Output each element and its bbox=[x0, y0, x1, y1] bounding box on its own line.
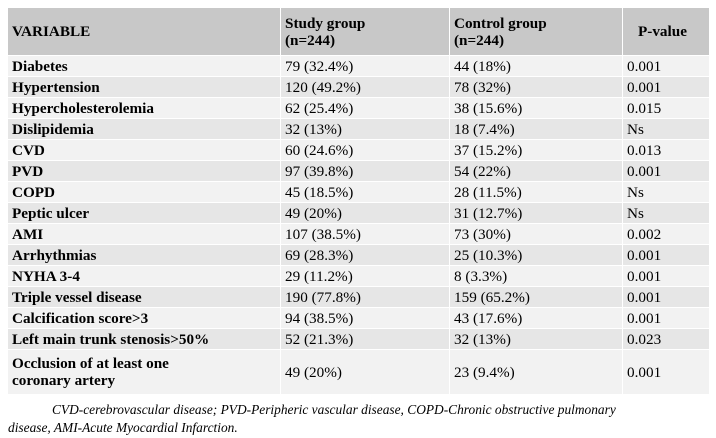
table-row: NYHA 3-4 29 (11.2%) 8 (3.3%) 0.001 bbox=[7, 265, 710, 287]
cell-p-value: 0.001 bbox=[622, 244, 710, 266]
cell-control-group: 8 (3.3%) bbox=[449, 265, 623, 287]
cell-p-value: 0.023 bbox=[622, 328, 710, 350]
cell-variable: Dislipidemia bbox=[7, 118, 281, 140]
cell-variable: CVD bbox=[7, 139, 281, 161]
header-study-group-label: Study group bbox=[285, 15, 366, 32]
cell-study-group: 29 (11.2%) bbox=[280, 265, 450, 287]
header-p-value: P-value bbox=[622, 7, 710, 56]
cell-study-group: 190 (77.8%) bbox=[280, 286, 450, 308]
risk-factors-table: VARIABLE Study group (n=244) Control gro… bbox=[7, 7, 710, 395]
table-row: AMI 107 (38.5%) 73 (30%) 0.002 bbox=[7, 223, 710, 245]
header-control-group: Control group (n=244) bbox=[449, 7, 623, 56]
footnote-line1: CVD-cerebrovascular disease; PVD-Periphe… bbox=[52, 402, 616, 417]
cell-variable: Left main trunk stenosis>50% bbox=[7, 328, 281, 350]
cell-study-group: 60 (24.6%) bbox=[280, 139, 450, 161]
cell-variable-line1: Occlusion of at least one bbox=[12, 355, 169, 372]
cell-p-value: 0.001 bbox=[622, 286, 710, 308]
header-study-group-n: (n=244) bbox=[285, 32, 335, 49]
table-row: PVD 97 (39.8%) 54 (22%) 0.001 bbox=[7, 160, 710, 182]
cell-p-value: 0.001 bbox=[622, 307, 710, 329]
cell-p-value: 0.001 bbox=[622, 265, 710, 287]
footnote-line2: disease, AMI-Acute Myocardial Infarction… bbox=[8, 420, 238, 435]
cell-variable: Occlusion of at least one coronary arter… bbox=[7, 349, 281, 395]
cell-study-group: 32 (13%) bbox=[280, 118, 450, 140]
cell-study-group: 107 (38.5%) bbox=[280, 223, 450, 245]
cell-variable: Hypertension bbox=[7, 76, 281, 98]
cell-variable-line2: coronary artery bbox=[12, 372, 116, 389]
cell-study-group: 45 (18.5%) bbox=[280, 181, 450, 203]
cell-study-group: 49 (20%) bbox=[280, 202, 450, 224]
cell-study-group: 94 (38.5%) bbox=[280, 307, 450, 329]
table-row: Hypercholesterolemia 62 (25.4%) 38 (15.6%)… bbox=[7, 97, 710, 119]
cell-p-value: 0.013 bbox=[622, 139, 710, 161]
cell-variable: AMI bbox=[7, 223, 281, 245]
cell-study-group: 52 (21.3%) bbox=[280, 328, 450, 350]
table-row: Diabetes 79 (32.4%) 44 (18%) 0.001 bbox=[7, 55, 710, 77]
table-body: Diabetes 79 (32.4%) 44 (18%) 0.001 Hypertens… bbox=[7, 55, 710, 395]
table-row: Hypertension 120 (49.2%) 78 (32%) 0.001 bbox=[7, 76, 710, 98]
cell-study-group: 97 (39.8%) bbox=[280, 160, 450, 182]
cell-p-value: Ns bbox=[622, 118, 710, 140]
cell-control-group: 18 (7.4%) bbox=[449, 118, 623, 140]
cell-control-group: 31 (12.7%) bbox=[449, 202, 623, 224]
cell-control-group: 32 (13%) bbox=[449, 328, 623, 350]
cell-control-group: 38 (15.6%) bbox=[449, 97, 623, 119]
cell-control-group: 78 (32%) bbox=[449, 76, 623, 98]
table-row: Arrhythmias 69 (28.3%) 25 (10.3%) 0.001 bbox=[7, 244, 710, 266]
cell-variable: NYHA 3-4 bbox=[7, 265, 281, 287]
header-variable: VARIABLE bbox=[7, 7, 281, 56]
table-row: Dislipidemia 32 (13%) 18 (7.4%) Ns bbox=[7, 118, 710, 140]
cell-control-group: 73 (30%) bbox=[449, 223, 623, 245]
cell-control-group: 37 (15.2%) bbox=[449, 139, 623, 161]
cell-variable: Arrhythmias bbox=[7, 244, 281, 266]
cell-study-group: 69 (28.3%) bbox=[280, 244, 450, 266]
cell-control-group: 43 (17.6%) bbox=[449, 307, 623, 329]
cell-p-value: 0.015 bbox=[622, 97, 710, 119]
cell-control-group: 23 (9.4%) bbox=[449, 349, 623, 395]
table-row: CVD 60 (24.6%) 37 (15.2%) 0.013 bbox=[7, 139, 710, 161]
cell-variable: COPD bbox=[7, 181, 281, 203]
cell-study-group: 62 (25.4%) bbox=[280, 97, 450, 119]
cell-control-group: 28 (11.5%) bbox=[449, 181, 623, 203]
cell-variable: Triple vessel disease bbox=[7, 286, 281, 308]
cell-p-value: Ns bbox=[622, 202, 710, 224]
cell-control-group: 25 (10.3%) bbox=[449, 244, 623, 266]
table-row: COPD 45 (18.5%) 28 (11.5%) Ns bbox=[7, 181, 710, 203]
table-row: Left main trunk stenosis>50% 52 (21.3%) 32… bbox=[7, 328, 710, 350]
cell-study-group: 79 (32.4%) bbox=[280, 55, 450, 77]
table-row: Occlusion of at least one coronary arter… bbox=[7, 349, 710, 395]
cell-variable: Peptic ulcer bbox=[7, 202, 281, 224]
header-study-group: Study group (n=244) bbox=[280, 7, 450, 56]
table-header: VARIABLE Study group (n=244) Control gro… bbox=[7, 7, 710, 56]
cell-p-value: Ns bbox=[622, 181, 710, 203]
cell-control-group: 44 (18%) bbox=[449, 55, 623, 77]
table-row: Peptic ulcer 49 (20%) 31 (12.7%) Ns bbox=[7, 202, 710, 224]
cell-study-group: 120 (49.2%) bbox=[280, 76, 450, 98]
table-footnote: CVD-cerebrovascular disease; PVD-Periphe… bbox=[8, 401, 712, 437]
cell-variable: PVD bbox=[7, 160, 281, 182]
cell-p-value: 0.001 bbox=[622, 160, 710, 182]
cell-control-group: 54 (22%) bbox=[449, 160, 623, 182]
table-row: Triple vessel disease 190 (77.8%) 159 (65.… bbox=[7, 286, 710, 308]
table-row: Calcification score>3 94 (38.5%) 43 (17.6%… bbox=[7, 307, 710, 329]
cell-variable: Hypercholesterolemia bbox=[7, 97, 281, 119]
cell-p-value: 0.002 bbox=[622, 223, 710, 245]
cell-p-value: 0.001 bbox=[622, 76, 710, 98]
cell-variable: Calcification score>3 bbox=[7, 307, 281, 329]
header-control-group-n: (n=244) bbox=[454, 32, 504, 49]
cell-study-group: 49 (20%) bbox=[280, 349, 450, 395]
cell-variable: Diabetes bbox=[7, 55, 281, 77]
cell-control-group: 159 (65.2%) bbox=[449, 286, 623, 308]
cell-p-value: 0.001 bbox=[622, 55, 710, 77]
header-row: VARIABLE Study group (n=244) Control gro… bbox=[7, 7, 710, 56]
cell-p-value: 0.001 bbox=[622, 349, 710, 395]
header-control-group-label: Control group bbox=[454, 15, 547, 32]
